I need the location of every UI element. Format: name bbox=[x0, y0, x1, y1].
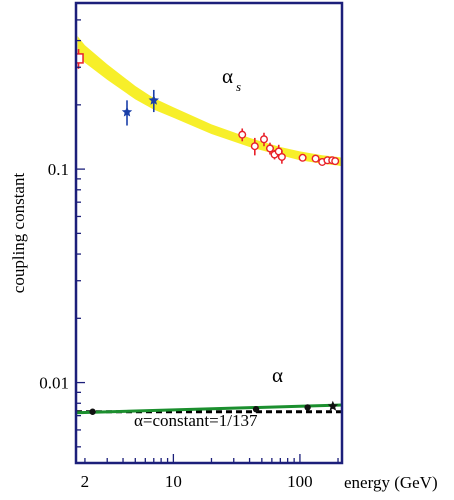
data-point-circle bbox=[331, 157, 340, 166]
axis-ticks: 2 10 100 0.01 0.1 bbox=[39, 19, 339, 491]
alpha-s-subscript: s bbox=[236, 79, 241, 94]
y-tick-label: 0.1 bbox=[48, 160, 69, 179]
data-point-square bbox=[76, 53, 84, 64]
alpha-s-label: α bbox=[222, 64, 233, 88]
data-point-circle bbox=[259, 135, 268, 144]
data-point-star bbox=[148, 94, 159, 105]
x-tick-label: 2 bbox=[81, 472, 90, 491]
data-point-star bbox=[121, 106, 133, 117]
data-point-filled bbox=[252, 406, 260, 413]
data-point-filled-star bbox=[327, 400, 339, 411]
constant-label: α=constant=1/137 bbox=[134, 411, 258, 430]
x-axis-label: energy (GeV) bbox=[344, 473, 438, 492]
x-tick-label: 100 bbox=[287, 472, 313, 491]
data-point-circle bbox=[298, 153, 307, 162]
alpha-label: α bbox=[272, 363, 283, 387]
x-tick-label: 10 bbox=[165, 472, 182, 491]
data-point-circle bbox=[265, 144, 274, 153]
y-tick-label: 0.01 bbox=[39, 374, 69, 393]
alpha-s-band bbox=[77, 36, 342, 167]
plot-clipped-group bbox=[76, 36, 342, 415]
data-point-circle bbox=[311, 154, 320, 163]
data-point-circle bbox=[250, 142, 259, 151]
plot-area bbox=[76, 36, 342, 415]
alpha-running-line bbox=[76, 403, 342, 415]
data-point-circle bbox=[277, 152, 286, 161]
data-point-filled bbox=[89, 408, 96, 415]
data-point-circle bbox=[238, 130, 247, 139]
data-point-filled bbox=[304, 404, 311, 411]
y-axis-label: coupling constant bbox=[9, 173, 28, 294]
